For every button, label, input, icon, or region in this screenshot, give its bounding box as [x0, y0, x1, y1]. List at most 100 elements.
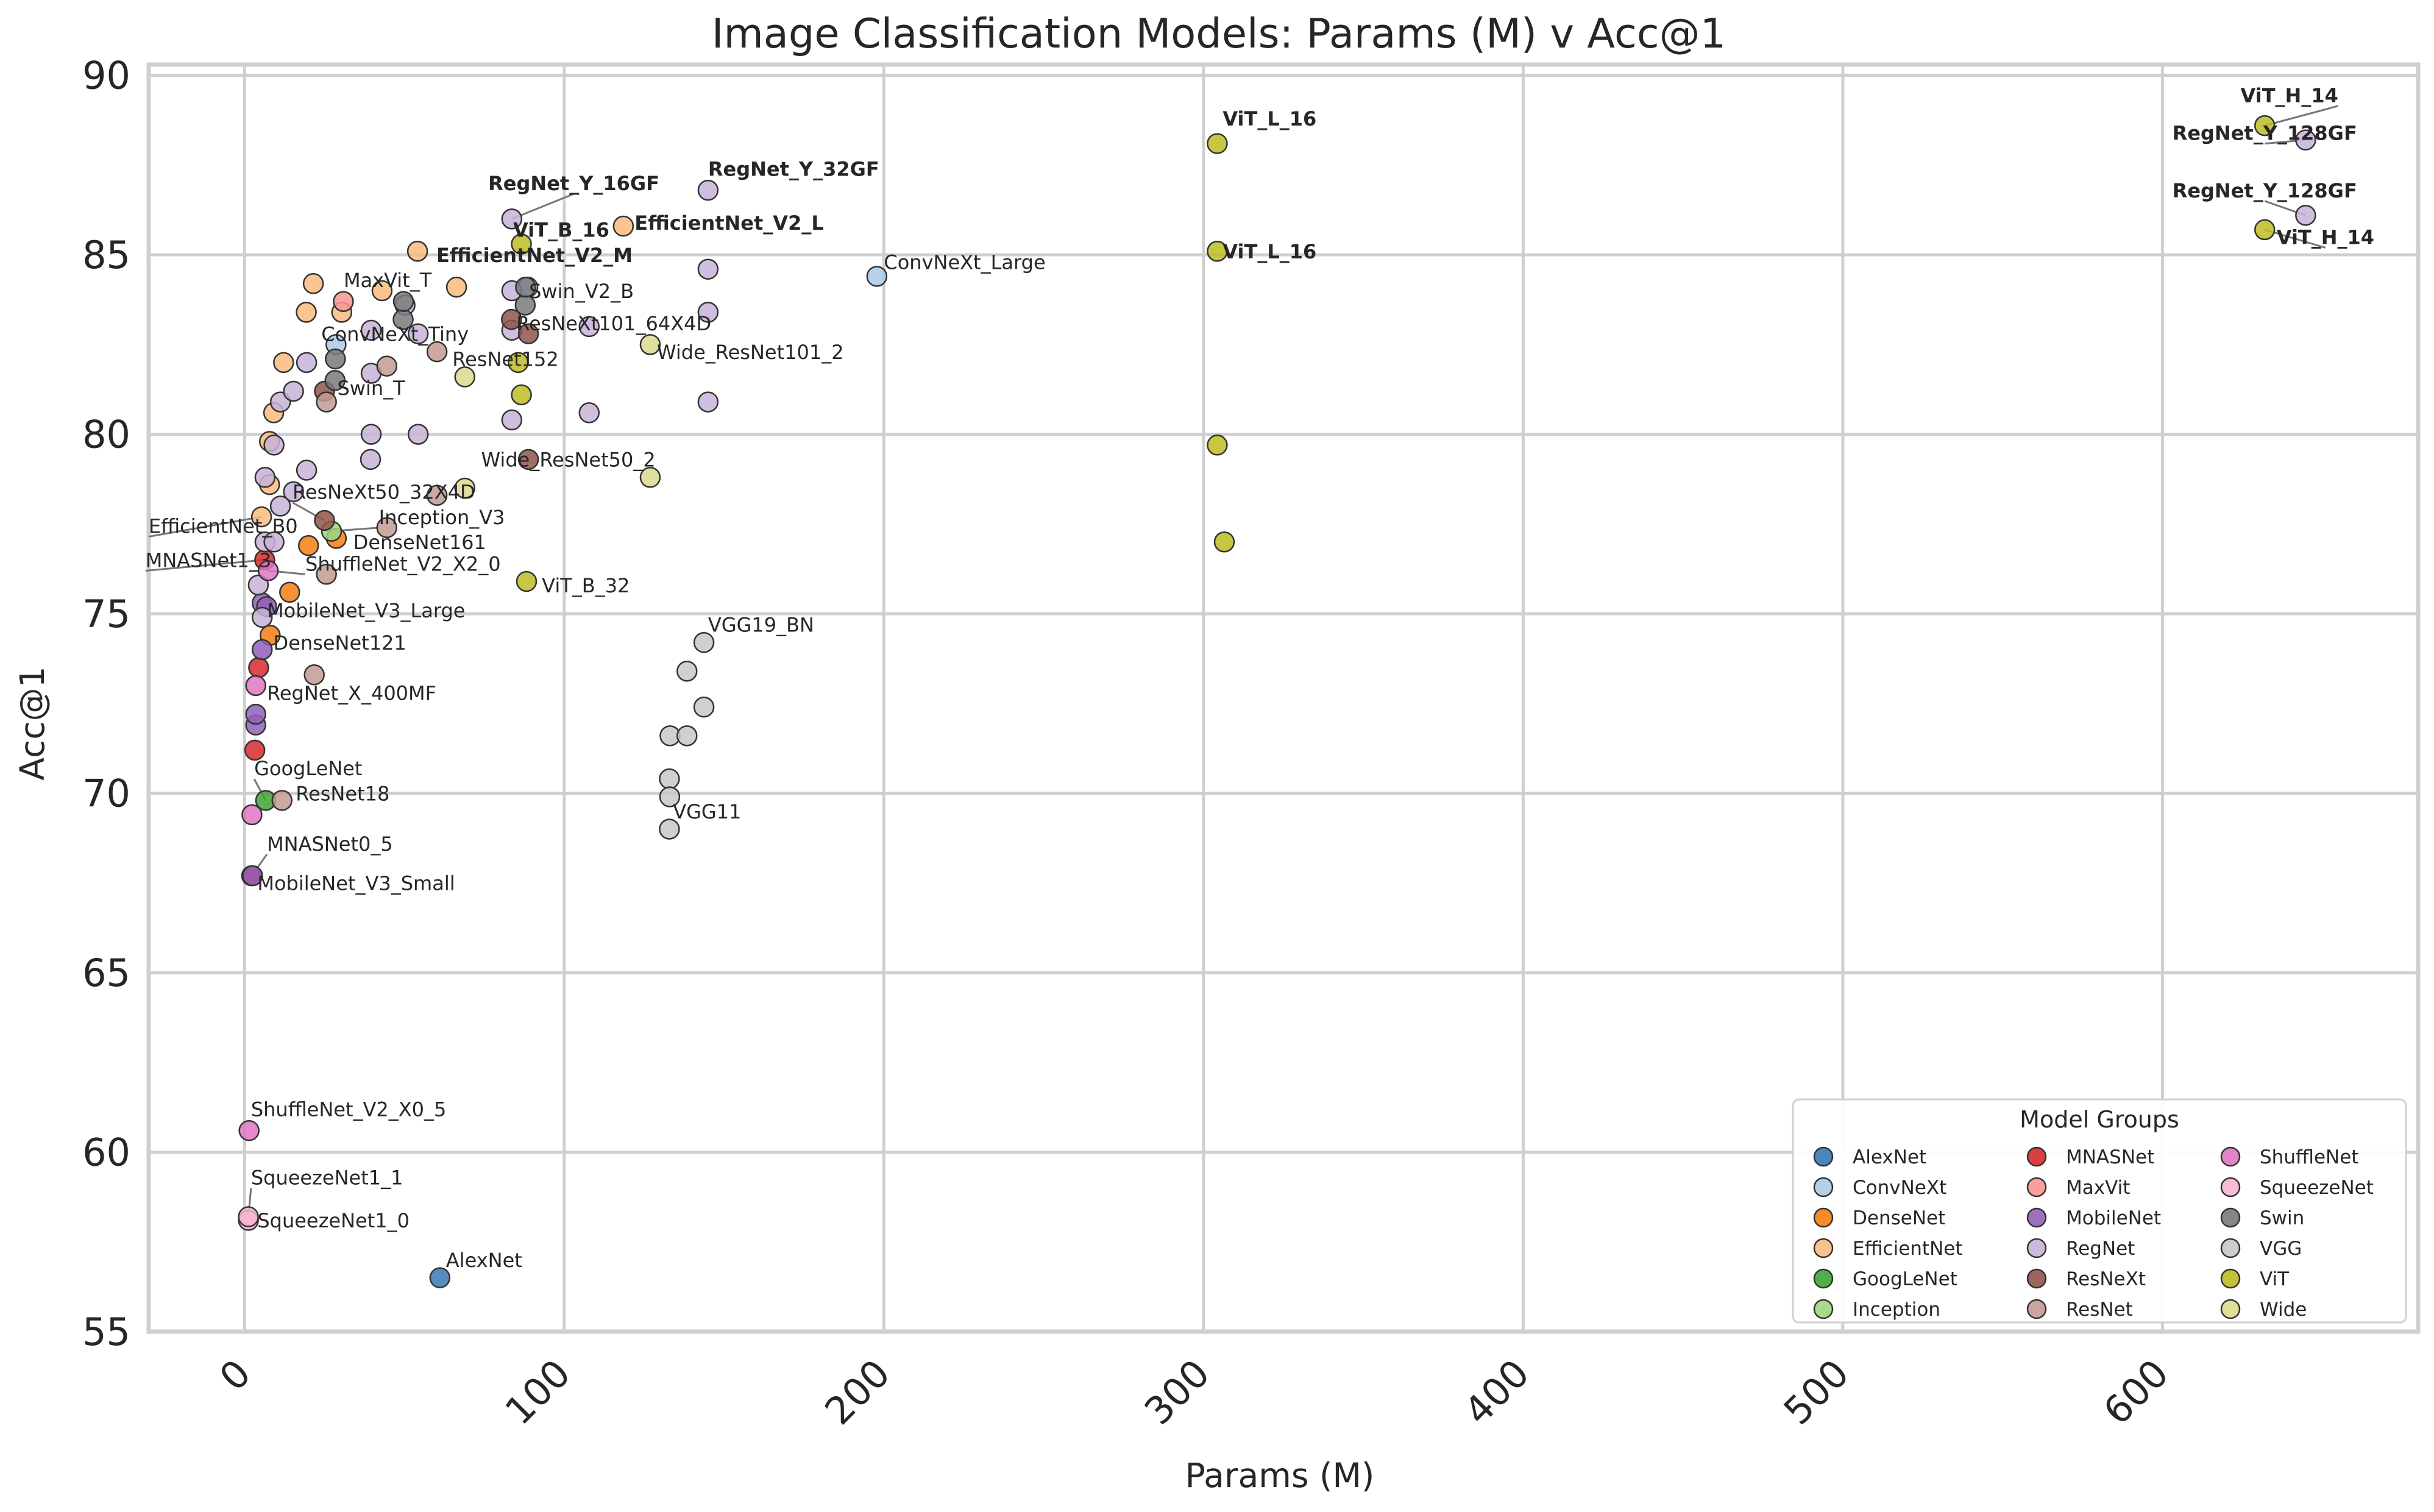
data-point — [298, 534, 319, 556]
legend-entry-label: ResNeXt — [2066, 1268, 2146, 1290]
data-point — [659, 786, 681, 807]
data-point — [676, 661, 698, 682]
data-point — [2295, 129, 2316, 151]
legend-marker — [2220, 1207, 2241, 1228]
data-point — [248, 657, 269, 678]
y-tick-label: 90 — [82, 54, 130, 98]
data-point — [407, 424, 429, 445]
data-point — [501, 308, 522, 330]
legend-entry-label: ViT — [2260, 1268, 2290, 1290]
data-point — [454, 477, 475, 499]
y-tick-label: 70 — [82, 772, 130, 816]
point-label: ViT_L_16 — [1222, 240, 1316, 263]
legend-marker — [1813, 1238, 1834, 1258]
data-point — [2295, 205, 2316, 226]
legend-marker — [2220, 1146, 2241, 1167]
point-label: Wide_ResNet101_2 — [657, 341, 844, 364]
y-tick-label: 65 — [82, 951, 130, 995]
point-label: AlexNet — [446, 1249, 522, 1272]
data-point — [371, 280, 393, 302]
legend-marker — [1813, 1268, 1834, 1289]
legend-entry-label: SqueezeNet — [2260, 1177, 2374, 1199]
data-point — [296, 352, 318, 374]
annotation-leader-line — [145, 559, 265, 572]
data-point — [360, 424, 382, 445]
data-point — [866, 266, 888, 287]
y-tick-label: 60 — [82, 1130, 130, 1175]
data-point — [296, 302, 317, 323]
data-point — [511, 233, 532, 255]
data-point — [238, 1120, 260, 1141]
y-axis-label: Acc@1 — [13, 666, 52, 780]
legend-entry-label: MNASNet — [2066, 1146, 2154, 1168]
point-label: RegNet_Y_32GF — [708, 158, 879, 181]
legend-marker — [2026, 1299, 2047, 1319]
data-point — [639, 334, 661, 355]
data-point — [324, 370, 346, 391]
data-point — [511, 384, 532, 406]
legend-entry-label: VGG — [2260, 1238, 2302, 1260]
data-point — [429, 1267, 451, 1288]
point-label: ViT_B_32 — [542, 574, 630, 597]
legend-marker — [2220, 1268, 2241, 1289]
chart-legend: Model Groups AlexNet ConvNeXt DenseNet Effic… — [1792, 1098, 2407, 1324]
legend-marker — [1813, 1207, 1834, 1228]
point-label: RegNet_Y_16GF — [488, 172, 659, 195]
data-point — [283, 380, 304, 402]
point-label: DenseNet121 — [274, 631, 406, 655]
data-point — [515, 276, 536, 298]
data-point — [251, 639, 273, 661]
data-point — [283, 481, 304, 503]
chart-title: Image Classification Models: Params (M) … — [712, 10, 1726, 57]
data-point — [697, 302, 719, 323]
point-label: MobileNet_V3_Small — [257, 872, 455, 895]
annotation-leader-line — [2264, 105, 2339, 127]
point-label: ResNeXt101_64X4D — [516, 312, 711, 335]
data-point — [296, 460, 318, 481]
legend-title: Model Groups — [2020, 1106, 2179, 1133]
point-label: ResNet18 — [296, 782, 389, 805]
point-label: ViT_H_14 — [2277, 225, 2374, 249]
legend-entry-label: MobileNet — [2066, 1207, 2161, 1229]
point-label: ConvNeXt_Tiny — [321, 322, 469, 346]
data-point — [693, 631, 715, 653]
legend-entry-label: Wide — [2260, 1299, 2307, 1321]
point-label: RegNet_X_400MF — [267, 681, 436, 705]
annotation-leader-line — [511, 193, 575, 220]
data-point — [697, 179, 719, 201]
legend-marker — [2026, 1177, 2047, 1198]
point-label: EfficientNet_V2_M — [436, 244, 633, 267]
data-point — [273, 352, 294, 374]
x-axis-label: Params (M) — [1185, 1456, 1375, 1495]
legend-box — [1792, 1098, 2407, 1324]
legend-marker — [2220, 1177, 2241, 1198]
data-point — [517, 449, 539, 470]
point-label: MNASNet1_3 — [146, 549, 272, 572]
point-label: SqueezeNet1_1 — [251, 1166, 403, 1190]
point-label: ViT_H_14 — [2241, 84, 2338, 107]
data-point — [516, 570, 538, 592]
data-point — [639, 467, 661, 488]
legend-marker — [1813, 1299, 1834, 1319]
point-label: RegNet_Y_128GF — [2173, 179, 2357, 202]
point-label: ResNeXt50_32X4D — [293, 481, 475, 504]
data-point — [376, 517, 398, 538]
point-label: Wide_ResNet50_2 — [481, 449, 655, 472]
data-point — [501, 208, 523, 230]
annotation-leader-line — [2264, 229, 2326, 249]
point-label: GoogLeNet — [254, 757, 362, 780]
data-point — [578, 402, 600, 424]
data-point — [406, 241, 428, 262]
data-point — [1213, 531, 1235, 553]
data-point — [244, 739, 266, 761]
data-point — [697, 391, 719, 413]
legend-marker — [2220, 1299, 2241, 1319]
point-label: EfficientNet_B0 — [149, 515, 298, 538]
data-point — [1207, 133, 1228, 154]
point-label: EfficientNet_V2_L — [634, 211, 823, 235]
point-label: RegNet_Y_128GF — [2173, 122, 2357, 145]
data-point — [263, 435, 285, 456]
data-point — [279, 581, 300, 603]
legend-entry-label: ResNet — [2066, 1299, 2133, 1321]
